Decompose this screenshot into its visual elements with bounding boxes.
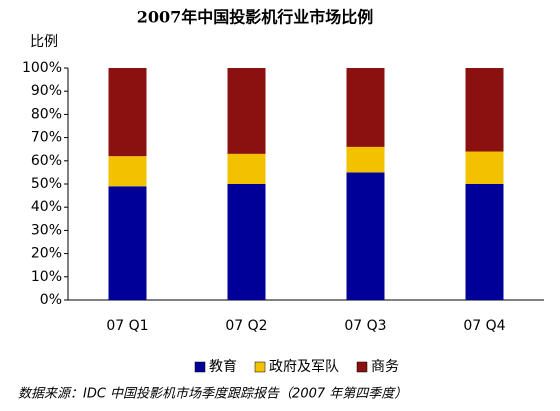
chart-title: 2007年中国投影机行业市场比例 [137, 8, 374, 27]
bar-segment [346, 146, 385, 173]
legend-swatch [194, 361, 206, 373]
bar-segment [346, 68, 385, 147]
legend-label: 教育 [209, 359, 237, 375]
bar-segment [227, 153, 266, 184]
x-tick-label: 07 Q1 [106, 318, 148, 334]
y-tick-label: 70% [31, 130, 62, 146]
x-tick-label: 07 Q2 [225, 318, 267, 334]
bar-segment [227, 68, 266, 154]
legend-label: 商务 [371, 359, 399, 375]
bar-segment [108, 68, 147, 157]
x-tick-label: 07 Q3 [344, 318, 386, 334]
legend-label: 政府及军队 [269, 359, 339, 375]
bar-segment [465, 151, 504, 184]
bar-segment [108, 186, 147, 300]
y-tick-label: 40% [31, 199, 62, 215]
bar-segment [465, 68, 504, 152]
y-tick-label: 30% [31, 222, 62, 238]
bar-segment [346, 172, 385, 300]
legend-swatch [356, 361, 368, 373]
y-tick-label: 50% [31, 176, 62, 192]
y-axis-label: 比例 [30, 34, 58, 50]
y-tick-label: 20% [31, 246, 62, 262]
bar-segment [465, 184, 504, 300]
y-tick-label: 90% [31, 83, 62, 99]
y-tick-label: 0% [40, 292, 62, 308]
bar-segment [227, 184, 266, 300]
source-note: 数据来源：IDC 中国投影机市场季度跟踪报告（2007 年第四季度） [18, 386, 407, 402]
y-tick-label: 80% [31, 106, 62, 122]
y-tick-label: 60% [31, 153, 62, 169]
bar-segment [108, 156, 147, 187]
y-tick-label: 10% [31, 269, 62, 285]
legend-swatch [254, 361, 266, 373]
x-tick-label: 07 Q4 [463, 318, 505, 334]
y-tick-label: 100% [22, 60, 62, 76]
